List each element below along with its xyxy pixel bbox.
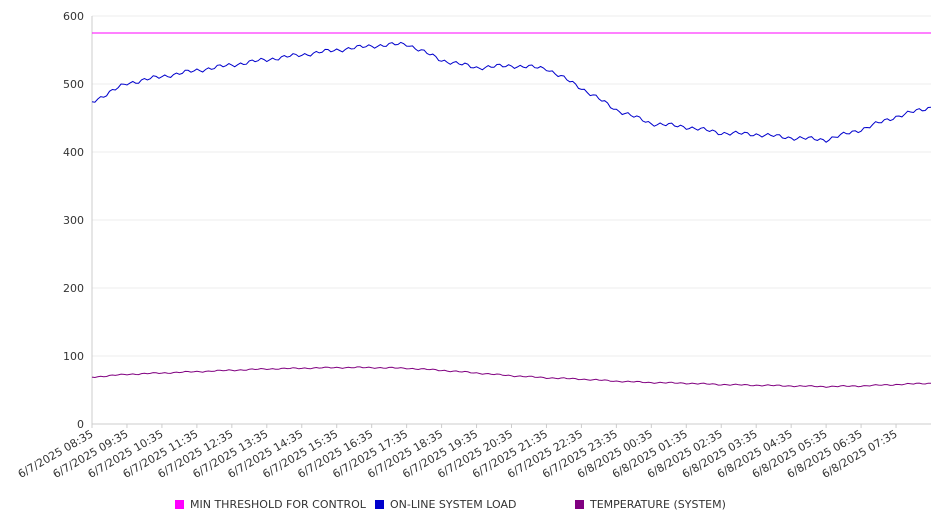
- y-tick-label: 500: [63, 78, 84, 91]
- legend-swatch-temperature: [575, 500, 584, 509]
- legend-item-min-threshold[interactable]: MIN THRESHOLD FOR CONTROL: [175, 498, 366, 511]
- y-tick-label: 300: [63, 214, 84, 227]
- y-tick-labels: 0 100 200 300 400 500 600: [63, 10, 84, 431]
- axes: [91, 16, 931, 428]
- y-tick-label: 200: [63, 282, 84, 295]
- series-line-temperature: [91, 366, 932, 388]
- y-tick-label: 100: [63, 350, 84, 363]
- legend-swatch-system-load: [375, 500, 384, 509]
- series-lines: [91, 32, 932, 388]
- y-tick-label: 600: [63, 10, 84, 23]
- gridlines: [92, 15, 931, 357]
- legend-label-system-load: ON-LINE SYSTEM LOAD: [390, 498, 517, 511]
- legend-item-temperature[interactable]: TEMPERATURE (SYSTEM): [575, 498, 726, 511]
- legend-swatch-min-threshold: [175, 500, 184, 509]
- y-tick-label: 0: [77, 418, 84, 431]
- legend-item-system-load[interactable]: ON-LINE SYSTEM LOAD: [375, 498, 516, 511]
- legend-label-min-threshold: MIN THRESHOLD FOR CONTROL: [190, 498, 366, 511]
- y-tick-label: 400: [63, 146, 84, 159]
- x-tick-labels: 6/7/2025 08:356/7/2025 09:356/7/2025 10:…: [16, 427, 900, 481]
- legend: MIN THRESHOLD FOR CONTROL ON-LINE SYSTEM…: [0, 498, 946, 516]
- series-line-system-load: [91, 41, 932, 143]
- legend-label-temperature: TEMPERATURE (SYSTEM): [590, 498, 726, 511]
